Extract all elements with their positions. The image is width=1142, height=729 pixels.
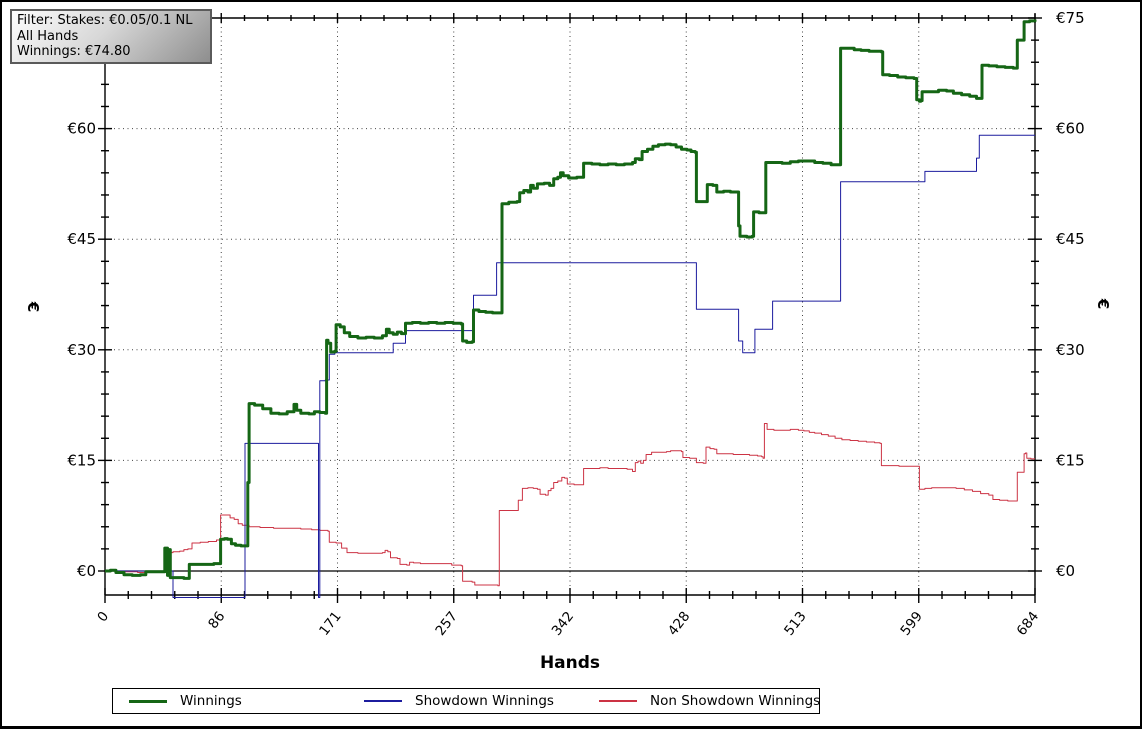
showdown-winnings-line — [105, 134, 1035, 598]
y-tick-label-right: €45 — [1056, 230, 1085, 248]
x-tick-label: 171 — [316, 609, 344, 639]
y-tick-label-right: €60 — [1056, 120, 1085, 138]
x-tick-label: 428 — [665, 609, 693, 639]
chart-legend: Winnings Showdown Winnings Non Showdown … — [112, 688, 820, 714]
y-tick-label-right: €75 — [1056, 9, 1085, 27]
legend-item-showdown-winnings: Showdown Winnings — [348, 693, 583, 709]
y-tick-label-right: €15 — [1056, 451, 1085, 469]
x-tick-label: 684 — [1014, 609, 1042, 639]
x-axis-label: Hands — [539, 653, 601, 673]
legend-item-non-showdown-winnings: Non Showdown Winnings — [583, 693, 821, 709]
y-tick-label-left: €15 — [67, 451, 96, 469]
non-showdown-winnings-line-swatch — [599, 700, 637, 702]
x-tick-label: 257 — [432, 609, 460, 639]
filter-info-box: Filter: Stakes: €0.05/0.1 NL All Hands W… — [10, 9, 212, 64]
y-axis-label-right: € — [1094, 298, 1113, 310]
y-tick-label-right: €30 — [1056, 341, 1085, 359]
y-tick-label-left: €45 — [67, 230, 96, 248]
filter-hands-text: All Hands — [17, 28, 79, 44]
x-tick-label: 342 — [549, 609, 577, 639]
filter-winnings-text: Winnings: €74.80 — [17, 44, 131, 59]
y-tick-label-left: €0 — [77, 562, 96, 580]
y-axis-label-left: € — [24, 301, 43, 313]
x-tick-label: 513 — [781, 609, 809, 639]
legend-label-winnings: Winnings — [180, 693, 242, 709]
winnings-line-swatch — [129, 699, 167, 703]
y-tick-label-left: €30 — [67, 341, 96, 359]
x-tick-label: 86 — [205, 609, 228, 632]
x-tick-label: 599 — [897, 609, 925, 639]
legend-label-showdown-winnings: Showdown Winnings — [415, 693, 554, 709]
y-tick-label-left: €60 — [67, 120, 96, 138]
showdown-winnings-line-swatch — [364, 700, 402, 702]
filter-stakes-text: Filter: Stakes: €0.05/0.1 NL — [17, 13, 193, 28]
legend-label-non-showdown-winnings: Non Showdown Winnings — [650, 693, 821, 709]
non-showdown-winnings-line — [105, 423, 1035, 587]
y-tick-label-right: €0 — [1056, 562, 1075, 580]
legend-item-winnings: Winnings — [113, 693, 348, 709]
x-tick-label: 0 — [94, 609, 112, 626]
winnings-line — [105, 19, 1037, 580]
